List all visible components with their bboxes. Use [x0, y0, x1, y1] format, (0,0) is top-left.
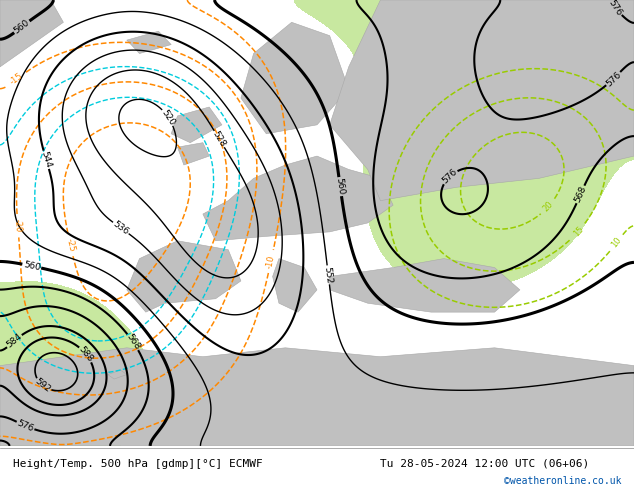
Text: 10: 10 [610, 236, 623, 250]
Text: 20: 20 [541, 200, 555, 214]
Text: 544: 544 [39, 150, 53, 169]
Text: 576: 576 [604, 70, 623, 88]
Text: 15: 15 [571, 224, 585, 238]
Text: Tu 28-05-2024 12:00 UTC (06+06): Tu 28-05-2024 12:00 UTC (06+06) [380, 459, 590, 468]
Text: -10: -10 [265, 254, 277, 269]
Text: 520: 520 [160, 108, 177, 127]
Text: 568: 568 [124, 332, 141, 352]
Text: 560: 560 [22, 260, 41, 272]
Text: Height/Temp. 500 hPa [gdmp][°C] ECMWF: Height/Temp. 500 hPa [gdmp][°C] ECMWF [13, 459, 262, 468]
Text: 576: 576 [607, 0, 624, 18]
Text: 576: 576 [441, 168, 459, 186]
Text: 560: 560 [12, 18, 32, 36]
Text: 560: 560 [335, 177, 346, 196]
Text: -15: -15 [8, 72, 25, 87]
Text: 536: 536 [111, 220, 131, 237]
Text: -20: -20 [13, 219, 23, 233]
Text: 528: 528 [211, 129, 228, 149]
Text: -25: -25 [65, 237, 76, 252]
Text: 568: 568 [573, 185, 588, 204]
Text: ©weatheronline.co.uk: ©weatheronline.co.uk [504, 476, 621, 487]
Text: 584: 584 [5, 332, 23, 350]
Text: 588: 588 [77, 345, 95, 364]
Text: 576: 576 [16, 418, 35, 433]
Text: 592: 592 [34, 377, 53, 394]
Text: 552: 552 [323, 266, 333, 284]
